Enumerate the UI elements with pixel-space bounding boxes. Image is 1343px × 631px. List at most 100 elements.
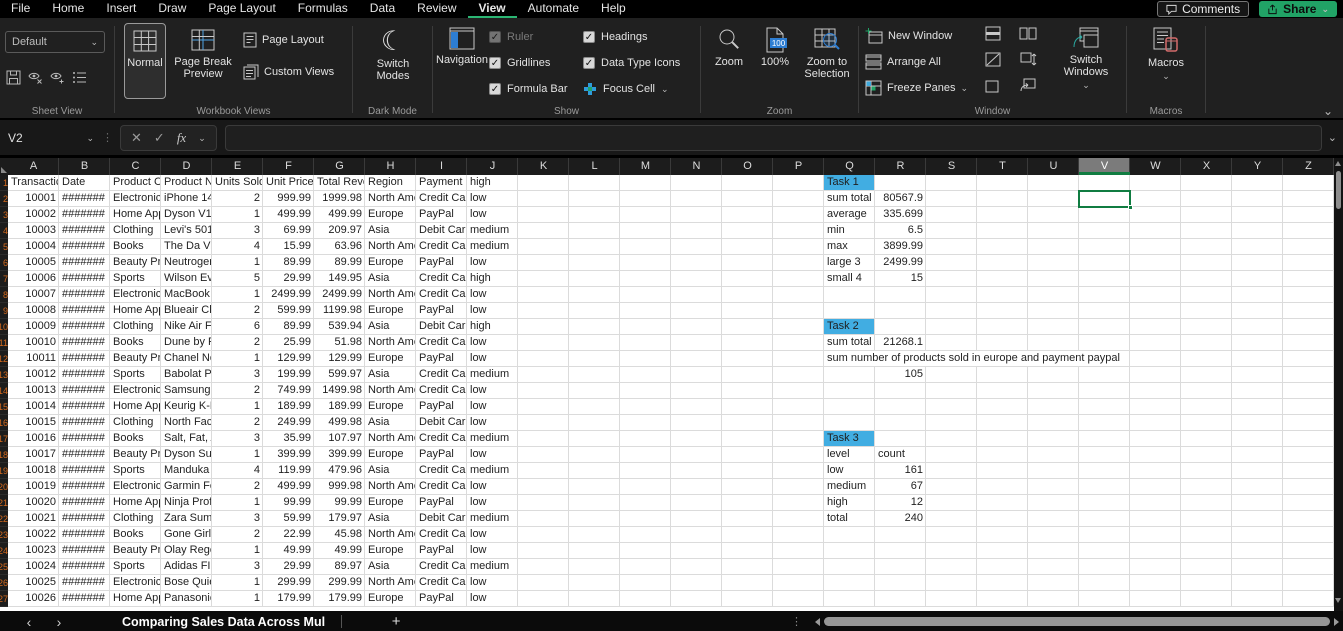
cell-G14[interactable]: 1499.98: [314, 383, 365, 399]
cell-H17[interactable]: North Ame: [365, 431, 416, 447]
column-header-R[interactable]: R: [875, 158, 926, 175]
cell-M15[interactable]: [620, 399, 671, 415]
cell-A3[interactable]: 10002: [8, 207, 59, 223]
column-header-E[interactable]: E: [212, 158, 263, 175]
cell-G19[interactable]: 479.96: [314, 463, 365, 479]
cell-B19[interactable]: #######: [59, 463, 110, 479]
cell-C14[interactable]: Electronic: [110, 383, 161, 399]
cell-V7[interactable]: [1079, 271, 1130, 287]
cell-K8[interactable]: [518, 287, 569, 303]
cell-N22[interactable]: [671, 511, 722, 527]
cell-V9[interactable]: [1079, 303, 1130, 319]
cell-W25[interactable]: [1130, 559, 1181, 575]
cell-K23[interactable]: [518, 527, 569, 543]
cell-T20[interactable]: [977, 479, 1028, 495]
cell-H14[interactable]: North Ame: [365, 383, 416, 399]
cell-T7[interactable]: [977, 271, 1028, 287]
cell-K10[interactable]: [518, 319, 569, 335]
cell-E13[interactable]: 3: [212, 367, 263, 383]
cell-T16[interactable]: [977, 415, 1028, 431]
cell-L2[interactable]: [569, 191, 620, 207]
horizontal-scrollbar[interactable]: [815, 617, 1339, 626]
cell-G8[interactable]: 2499.99: [314, 287, 365, 303]
cell-X14[interactable]: [1181, 383, 1232, 399]
column-header-O[interactable]: O: [722, 158, 773, 175]
cell-F5[interactable]: 15.99: [263, 239, 314, 255]
cell-P10[interactable]: [773, 319, 824, 335]
cell-M10[interactable]: [620, 319, 671, 335]
cell-J9[interactable]: low: [467, 303, 518, 319]
cell-G23[interactable]: 45.98: [314, 527, 365, 543]
cell-F14[interactable]: 749.99: [263, 383, 314, 399]
ribbon-tab-page-layout[interactable]: Page Layout: [208, 1, 276, 15]
cell-Y16[interactable]: [1232, 415, 1283, 431]
cell-O17[interactable]: [722, 431, 773, 447]
cell-V5[interactable]: [1079, 239, 1130, 255]
cell-N19[interactable]: [671, 463, 722, 479]
cell-L10[interactable]: [569, 319, 620, 335]
vertical-scrollbar[interactable]: [1334, 158, 1343, 611]
zoom-to-selection-button[interactable]: Zoom to Selection: [799, 23, 855, 99]
cell-T21[interactable]: [977, 495, 1028, 511]
cell-N18[interactable]: [671, 447, 722, 463]
cell-M7[interactable]: [620, 271, 671, 287]
cell-X23[interactable]: [1181, 527, 1232, 543]
switch-modes-button[interactable]: ☾ Switch Modes: [363, 23, 423, 99]
cell-G4[interactable]: 209.97: [314, 223, 365, 239]
cell-F1[interactable]: Unit Price: [263, 175, 314, 191]
row-header-19[interactable]: 19: [0, 463, 8, 479]
cell-S25[interactable]: [926, 559, 977, 575]
cell-I13[interactable]: Credit Ca: [416, 367, 467, 383]
cell-K16[interactable]: [518, 415, 569, 431]
cell-V8[interactable]: [1079, 287, 1130, 303]
cell-C9[interactable]: Home App: [110, 303, 161, 319]
cell-B12[interactable]: #######: [59, 351, 110, 367]
cell-D22[interactable]: Zara Sumr: [161, 511, 212, 527]
cell-F12[interactable]: 129.99: [263, 351, 314, 367]
cell-G6[interactable]: 89.99: [314, 255, 365, 271]
cell-Z14[interactable]: [1283, 383, 1334, 399]
cell-Y5[interactable]: [1232, 239, 1283, 255]
cell-Q20[interactable]: medium: [824, 479, 875, 495]
cell-Q23[interactable]: [824, 527, 875, 543]
cell-F20[interactable]: 499.99: [263, 479, 314, 495]
cell-A16[interactable]: 10015: [8, 415, 59, 431]
cell-D7[interactable]: Wilson Evo: [161, 271, 212, 287]
column-header-Z[interactable]: Z: [1283, 158, 1334, 175]
cell-G10[interactable]: 539.94: [314, 319, 365, 335]
cell-Y11[interactable]: [1232, 335, 1283, 351]
cell-S18[interactable]: [926, 447, 977, 463]
cell-X7[interactable]: [1181, 271, 1232, 287]
cell-J15[interactable]: low: [467, 399, 518, 415]
cell-D27[interactable]: Panasonic: [161, 591, 212, 607]
cell-U24[interactable]: [1028, 543, 1079, 559]
cell-D23[interactable]: Gone Girl: [161, 527, 212, 543]
cell-D3[interactable]: Dyson V11: [161, 207, 212, 223]
cell-H5[interactable]: North Ame: [365, 239, 416, 255]
cell-J2[interactable]: low: [467, 191, 518, 207]
cell-Z16[interactable]: [1283, 415, 1334, 431]
cell-W26[interactable]: [1130, 575, 1181, 591]
cell-X15[interactable]: [1181, 399, 1232, 415]
show-toggle-headings[interactable]: ✓ Headings: [583, 31, 648, 43]
row-header-20[interactable]: 20: [0, 479, 8, 495]
cell-F7[interactable]: 29.99: [263, 271, 314, 287]
cell-D15[interactable]: Keurig K-E: [161, 399, 212, 415]
cell-I26[interactable]: Credit Ca: [416, 575, 467, 591]
cell-O15[interactable]: [722, 399, 773, 415]
cell-W11[interactable]: [1130, 335, 1181, 351]
cell-T22[interactable]: [977, 511, 1028, 527]
cell-Z23[interactable]: [1283, 527, 1334, 543]
cell-R2[interactable]: 80567.9: [875, 191, 926, 207]
cell-W7[interactable]: [1130, 271, 1181, 287]
cell-I14[interactable]: Credit Ca: [416, 383, 467, 399]
cell-O19[interactable]: [722, 463, 773, 479]
cell-Z27[interactable]: [1283, 591, 1334, 607]
cell-H18[interactable]: Europe: [365, 447, 416, 463]
cell-V21[interactable]: [1079, 495, 1130, 511]
cell-O3[interactable]: [722, 207, 773, 223]
show-toggle-gridlines[interactable]: ✓ Gridlines: [489, 57, 551, 69]
cell-F16[interactable]: 249.99: [263, 415, 314, 431]
cell-J23[interactable]: low: [467, 527, 518, 543]
cell-F15[interactable]: 189.99: [263, 399, 314, 415]
